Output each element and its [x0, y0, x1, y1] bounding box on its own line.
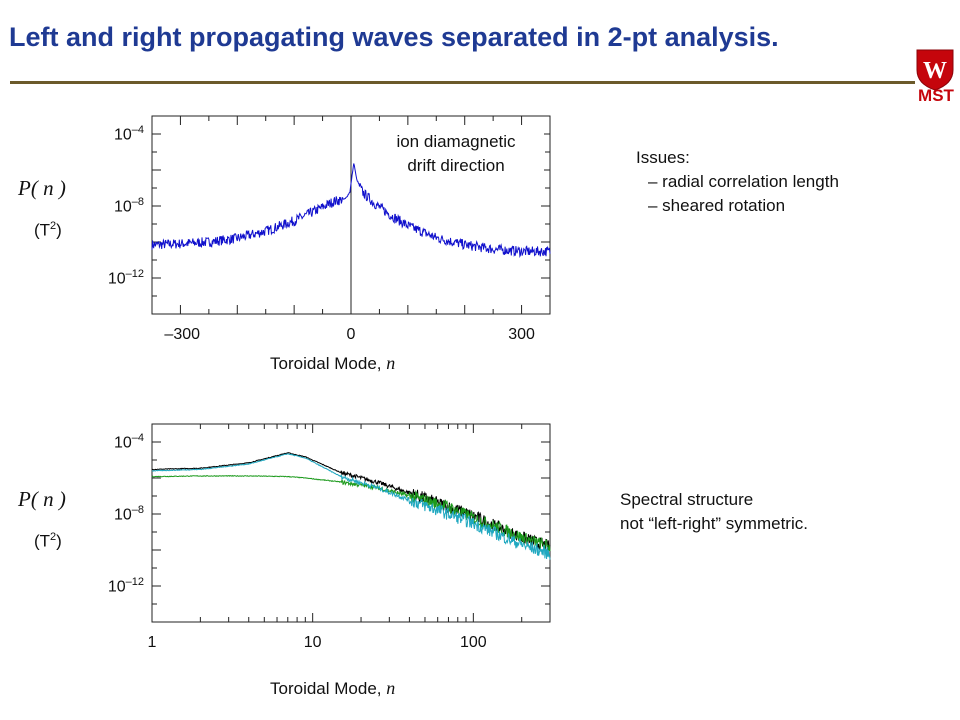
series-line: [151, 452, 551, 552]
spectral-note: Spectral structure not “left-right” symm…: [620, 490, 808, 533]
x-tick-label: 0: [346, 326, 356, 343]
x-tick-label: 100: [459, 634, 487, 651]
x-tick-label: 1: [147, 634, 157, 651]
y-tick-label: 10–12: [107, 576, 144, 596]
issues-note: Issues: – radial correlation length – sh…: [636, 146, 839, 218]
drift-annotation: ion diamagnetic drift direction: [368, 130, 544, 178]
x-tick-label: 300: [508, 326, 535, 343]
y-axis-unit-top: (T2): [34, 220, 62, 240]
series-line: [151, 453, 551, 560]
plot-bottom: [151, 423, 551, 623]
issue-item: – sheared rotation: [648, 196, 786, 215]
y-axis-unit-bottom: (T2): [34, 531, 62, 551]
y-tick-label: 10–4: [113, 124, 144, 144]
x-axis-title-bottom: Toroidal Mode, n: [270, 678, 396, 698]
y-tick-label: 10–12: [107, 268, 144, 288]
series-line: [151, 163, 551, 259]
y-tick-label: 10–8: [113, 504, 144, 524]
y-axis-label-bottom: P( n ): [18, 487, 66, 511]
title-divider: [10, 81, 915, 84]
slide-title: Left and right propagating waves separat…: [9, 22, 779, 52]
y-axis-label-top: P( n ): [18, 176, 66, 200]
plot-frame: [151, 423, 551, 623]
issue-item: – radial correlation length: [648, 172, 839, 191]
svg-text:W: W: [923, 58, 947, 84]
x-tick-label: 10: [303, 634, 322, 651]
x-axis-title-top: Toroidal Mode, n: [270, 353, 396, 373]
y-tick-label: 10–8: [113, 196, 144, 216]
logo-text: MST: [918, 86, 954, 105]
wisconsin-crest-icon: W: [916, 49, 954, 91]
issues-heading: Issues:: [636, 148, 690, 167]
plot-top: [151, 115, 551, 315]
y-tick-label: 10–4: [113, 432, 144, 452]
series-line: [151, 474, 551, 552]
x-tick-label: –300: [164, 326, 201, 343]
